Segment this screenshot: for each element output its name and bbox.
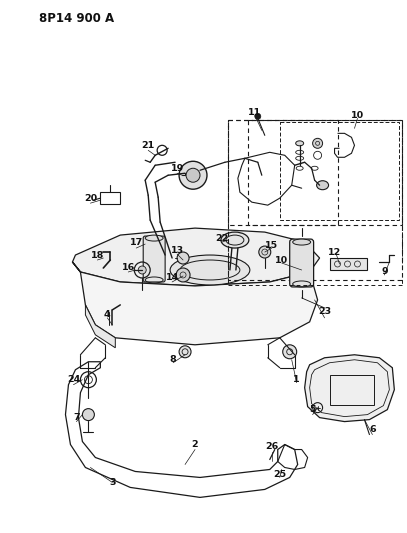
Circle shape: [259, 246, 271, 258]
Text: 2: 2: [192, 440, 198, 449]
Ellipse shape: [295, 141, 304, 146]
Text: 13: 13: [171, 246, 184, 255]
Polygon shape: [72, 262, 317, 345]
Text: 19: 19: [171, 164, 184, 173]
Circle shape: [313, 139, 323, 148]
Text: 15: 15: [265, 240, 278, 249]
Bar: [228, 120, 402, 280]
Text: 9: 9: [381, 268, 388, 277]
Text: 17: 17: [129, 238, 143, 247]
Polygon shape: [72, 228, 319, 286]
Text: 21: 21: [142, 141, 155, 150]
Text: 7: 7: [73, 413, 80, 422]
Bar: [330, 375, 374, 405]
Circle shape: [176, 268, 190, 282]
Text: 8P14 900 A: 8P14 900 A: [39, 12, 114, 25]
Ellipse shape: [221, 232, 249, 248]
Circle shape: [177, 252, 189, 264]
Polygon shape: [85, 305, 115, 348]
Text: 6: 6: [369, 425, 376, 434]
Circle shape: [255, 114, 261, 119]
Text: 14: 14: [166, 273, 179, 282]
Text: 5: 5: [309, 405, 316, 414]
Circle shape: [186, 168, 200, 182]
Bar: [101, 192, 120, 204]
Text: 24: 24: [67, 375, 80, 384]
Circle shape: [179, 346, 191, 358]
Ellipse shape: [293, 239, 311, 245]
Circle shape: [82, 409, 94, 421]
Text: 18: 18: [91, 251, 104, 260]
Text: 10: 10: [351, 111, 364, 120]
FancyBboxPatch shape: [290, 239, 314, 287]
Text: 12: 12: [328, 247, 341, 256]
Polygon shape: [305, 355, 394, 422]
Text: 25: 25: [273, 470, 286, 479]
Circle shape: [138, 266, 146, 274]
Text: 4: 4: [104, 310, 111, 319]
Bar: [248, 120, 402, 225]
Text: 20: 20: [84, 193, 97, 203]
Ellipse shape: [170, 255, 250, 285]
Text: 3: 3: [109, 478, 116, 487]
FancyBboxPatch shape: [143, 236, 165, 282]
Text: 10: 10: [275, 255, 288, 264]
Bar: [228, 120, 337, 225]
Circle shape: [179, 161, 207, 189]
Text: 23: 23: [318, 308, 331, 317]
Bar: [280, 123, 399, 220]
Text: 26: 26: [265, 442, 278, 451]
Text: 22: 22: [215, 233, 229, 243]
Circle shape: [283, 345, 297, 359]
Text: 8: 8: [170, 356, 177, 364]
Bar: [330, 258, 368, 270]
Text: 1: 1: [293, 375, 300, 384]
Text: 16: 16: [122, 263, 135, 272]
Text: 11: 11: [248, 108, 261, 117]
Ellipse shape: [145, 235, 163, 241]
Ellipse shape: [317, 181, 328, 190]
